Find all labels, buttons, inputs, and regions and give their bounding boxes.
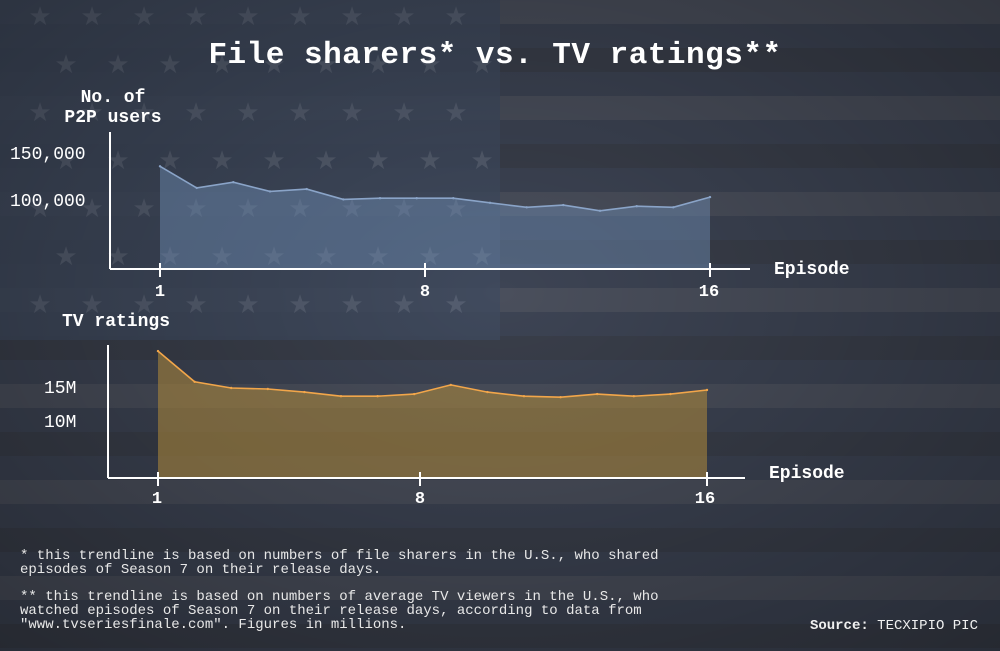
p2p-x-axis-label: Episode [774,260,850,280]
tv-area [158,351,707,478]
tv-data-point [632,395,635,398]
footnote-p2p: * this trendline is based on numbers of … [20,548,659,578]
p2p-y-tick-label: 100,000 [10,192,86,212]
chart-title: File sharers* vs. TV ratings** [208,38,782,73]
p2p-data-point [378,197,382,200]
tv-data-point [669,392,672,396]
p2p-data-point [158,165,162,168]
p2p-x-tick-label: 1 [154,283,166,302]
tv-x-tick-label: 1 [151,490,163,509]
tv-data-point [376,395,379,398]
tv-data-point [193,380,196,383]
p2p-data-point [342,198,345,201]
tv-data-point [449,383,452,387]
tv-y-tick-label: 10M [44,413,77,433]
source-label: Source: [809,618,869,634]
tv-x-axis-label: Episode [769,464,845,484]
tv-data-point [705,388,709,392]
tv-data-point [230,386,233,390]
p2p-area [160,166,710,269]
p2p-data-point [635,205,638,208]
p2p-data-point [195,186,198,190]
p2p-y-axis-label-line-1: No. of [80,88,146,108]
tv-data-point [156,349,160,353]
p2p-data-point [415,197,418,200]
tv-y-tick-label: 15M [44,379,77,399]
tv-data-point [486,390,489,394]
p2p-data-point [305,187,308,191]
tv-data-point [596,392,599,396]
p2p-data-point [488,201,492,204]
p2p-series-line [159,165,711,212]
tv-data-point [266,387,269,391]
tv-series-line [157,350,708,399]
tv-data-point [303,390,306,394]
p2p-x-tick-label: 8 [419,283,431,302]
p2p-data-point [268,190,272,193]
p2p-data-point [562,203,565,207]
p2p-data-point [708,195,712,199]
tv-data-point [559,396,562,399]
p2p-data-point [452,197,455,200]
p2p-y-axis-label: No. of P2P users [58,88,168,128]
p2p-y-tick-label: 150,000 [10,145,86,165]
p2p-x-tick-label: 16 [698,283,720,302]
tv-data-point [339,395,343,398]
tv-y-axis-label: TV ratings [62,312,171,332]
p2p-data-point [672,206,675,209]
p2p-data-point [232,181,235,184]
p2p-data-point [525,206,528,209]
tv-x-tick-label: 8 [414,490,426,509]
source-credit: Source: TECXIPIO PIC [810,618,978,634]
tv-x-tick-label: 16 [694,490,716,509]
source-value: TECXIPIO PIC [877,618,978,634]
tv-data-point [413,392,416,396]
p2p-y-axis-label-line-2: P2P users [64,108,162,128]
p2p-data-point [598,209,602,212]
tv-data-point [522,395,526,398]
footnote-tv: ** this trendline is based on numbers of… [20,589,659,633]
